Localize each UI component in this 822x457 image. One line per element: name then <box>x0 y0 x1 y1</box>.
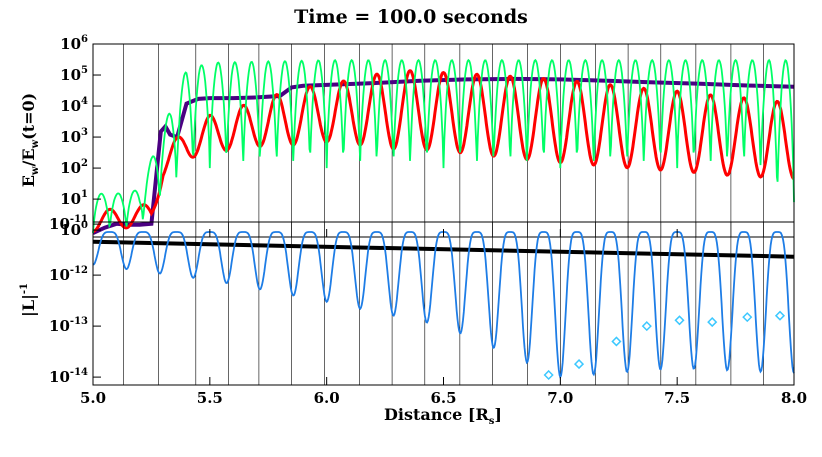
bottom-diamond-marker <box>774 310 786 321</box>
bottom-diamond-marker <box>641 321 652 332</box>
bottom-panel: 10-11 10-12 10-13 10-14 |L|-1 <box>19 214 795 386</box>
x-axis-label: Distance [Rs] <box>384 405 502 427</box>
x-tick-label: 6.5 <box>430 389 456 407</box>
top-y-tick-label: 106 <box>60 34 88 53</box>
x-tick-label: 5.5 <box>197 389 223 407</box>
top-y-tick-label: 105 <box>60 65 88 84</box>
top-y-tick-label: 100 <box>60 220 88 239</box>
x-tick-label: 6.0 <box>314 389 340 407</box>
x-tick-label: 7.0 <box>547 389 573 407</box>
bottom-series <box>92 231 795 381</box>
top-y-tick-label: 101 <box>60 189 88 208</box>
top-y-tick-label: 103 <box>60 127 88 146</box>
top-y-tick-label: 102 <box>60 158 88 177</box>
top-panel: 100 101 102 103 104 105 106 Ew/Ew(t=0) <box>19 34 795 239</box>
bottom-diamond-marker <box>742 312 753 323</box>
bottom-y-ticks: 10-11 10-12 10-13 10-14 <box>49 214 101 386</box>
top-y-tick-label: 104 <box>60 96 88 115</box>
x-tick-label: 5.0 <box>80 389 106 407</box>
bottom-series-black <box>92 239 795 259</box>
bottom-ylabel: |L|-1 <box>19 283 38 317</box>
top-series-purple <box>92 76 795 235</box>
bottom-diamond-marker <box>543 369 554 381</box>
bottom-diamond-marker <box>707 317 718 328</box>
top-series-green <box>92 58 795 234</box>
top-series-red <box>92 69 795 233</box>
bottom-y-tick-label: 10-12 <box>49 265 88 284</box>
top-series <box>92 58 795 235</box>
chart-title: Time = 100.0 seconds <box>294 6 528 28</box>
top-ylabel: Ew/Ew(t=0) <box>19 93 41 188</box>
bottom-y-tick-label: 10-11 <box>49 214 88 233</box>
top-y-ticks: 100 101 102 103 104 105 106 <box>60 34 101 239</box>
x-tick-label: 8.0 <box>781 389 807 407</box>
bottom-diamond-marker <box>573 359 585 370</box>
bottom-vertical-lines <box>123 222 764 385</box>
bottom-y-tick-label: 10-14 <box>49 367 88 386</box>
bottom-diamond-marker <box>674 315 685 326</box>
x-tick-label: 7.5 <box>664 389 690 407</box>
x-ticks: 5.0 5.5 6.0 6.5 7.0 7.5 8.0 <box>80 229 807 407</box>
bottom-diamond-marker <box>611 336 622 347</box>
bottom-y-tick-label: 10-13 <box>49 316 88 335</box>
